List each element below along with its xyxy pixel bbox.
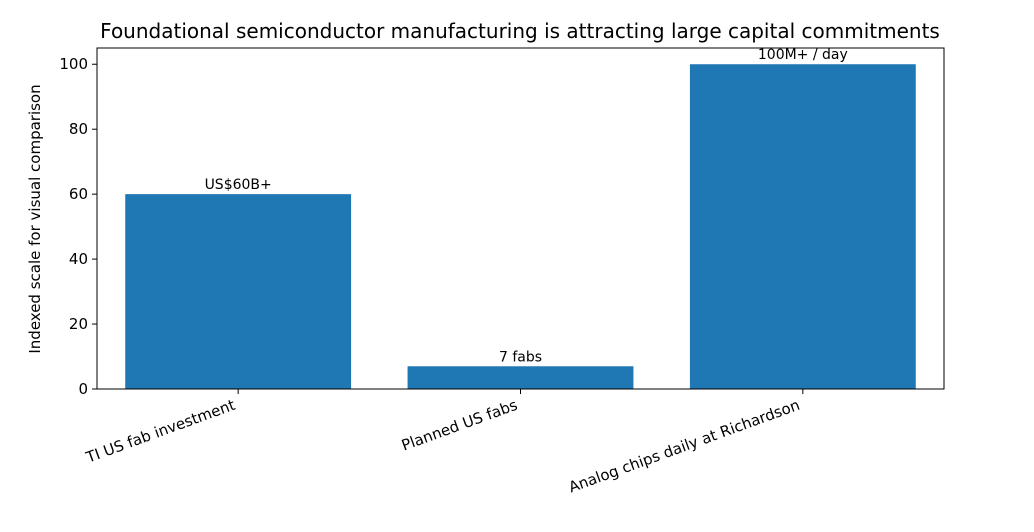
- chart-title: Foundational semiconductor manufacturing…: [100, 19, 940, 43]
- y-tick-label-2: 40: [69, 250, 88, 268]
- bar-label-2: 100M+ / day: [758, 47, 848, 63]
- bar-label-1: 7 fabs: [499, 349, 542, 365]
- y-tick-label-3: 60: [69, 185, 88, 203]
- plot-area: US$60B+ 7 fabs 100M+ / day 0 20 40 60 80 100 TI U…: [59, 47, 945, 497]
- bar-1: [407, 366, 634, 389]
- bar-label-0: US$60B+: [205, 177, 272, 193]
- bar-0: [125, 194, 352, 389]
- x-tick-label-2: Analog chips daily at Richardson: [566, 396, 802, 497]
- y-tick-label-4: 80: [69, 120, 88, 138]
- y-tick-label-1: 20: [69, 315, 88, 333]
- x-tick-label-0: TI US fab investment: [83, 396, 238, 467]
- y-tick-label-0: 0: [78, 380, 88, 398]
- bar-2: [689, 64, 916, 389]
- y-tick-label-5: 100: [59, 55, 88, 73]
- y-axis-label: Indexed scale for visual comparison: [26, 84, 44, 353]
- x-tick-label-1: Planned US fabs: [399, 396, 520, 455]
